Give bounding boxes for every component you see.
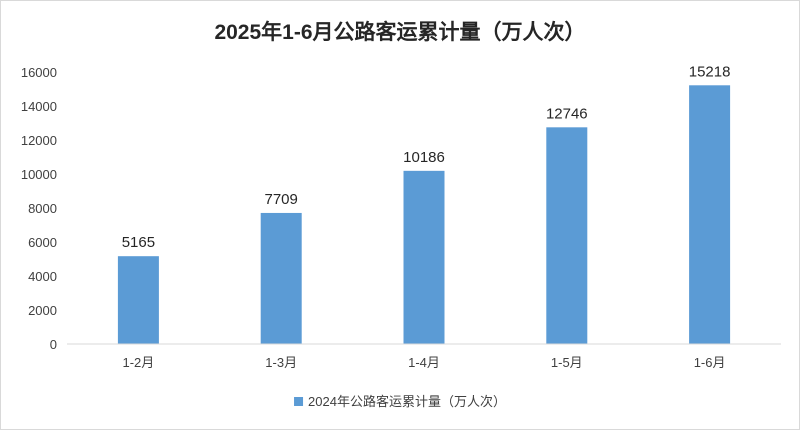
x-tick-label: 1-3月 (265, 355, 297, 370)
x-tick-label: 1-5月 (551, 355, 583, 370)
x-axis: 1-2月 1-3月 1-4月 1-5月 1-6月 (67, 343, 781, 370)
y-tick-label: 8000 (28, 201, 57, 216)
y-tick-label: 14000 (21, 99, 57, 114)
data-label: 5165 (122, 234, 155, 251)
y-tick-label: 12000 (21, 133, 57, 148)
data-label: 12746 (546, 105, 588, 122)
bar (117, 256, 159, 344)
x-tick-label: 1-2月 (123, 355, 155, 370)
y-tick-label: 6000 (28, 235, 57, 250)
plot-area: 5165 7709 10186 12746 15218 (117, 63, 731, 345)
legend-swatch (294, 397, 304, 406)
y-tick-label: 4000 (28, 269, 57, 284)
y-axis: 0 2000 4000 6000 8000 10000 12000 14000 16000 (21, 65, 57, 352)
data-label: 10186 (403, 149, 445, 166)
legend-label: 2024年公路客运累计量（万人次） (308, 394, 506, 409)
bar (260, 212, 302, 344)
bar (689, 85, 731, 344)
x-tick-label: 1-4月 (408, 355, 440, 370)
bar (546, 127, 588, 345)
bar (403, 170, 445, 344)
chart-title: 2025年1-6月公路客运累计量（万人次） (214, 20, 585, 44)
y-tick-label: 2000 (28, 303, 57, 318)
y-tick-label: 16000 (21, 65, 57, 80)
data-label: 15218 (689, 63, 731, 80)
x-tick-label: 1-6月 (694, 355, 726, 370)
y-tick-label: 0 (50, 337, 57, 352)
data-label: 7709 (265, 191, 298, 208)
y-tick-label: 10000 (21, 167, 57, 182)
legend: 2024年公路客运累计量（万人次） (294, 394, 506, 409)
